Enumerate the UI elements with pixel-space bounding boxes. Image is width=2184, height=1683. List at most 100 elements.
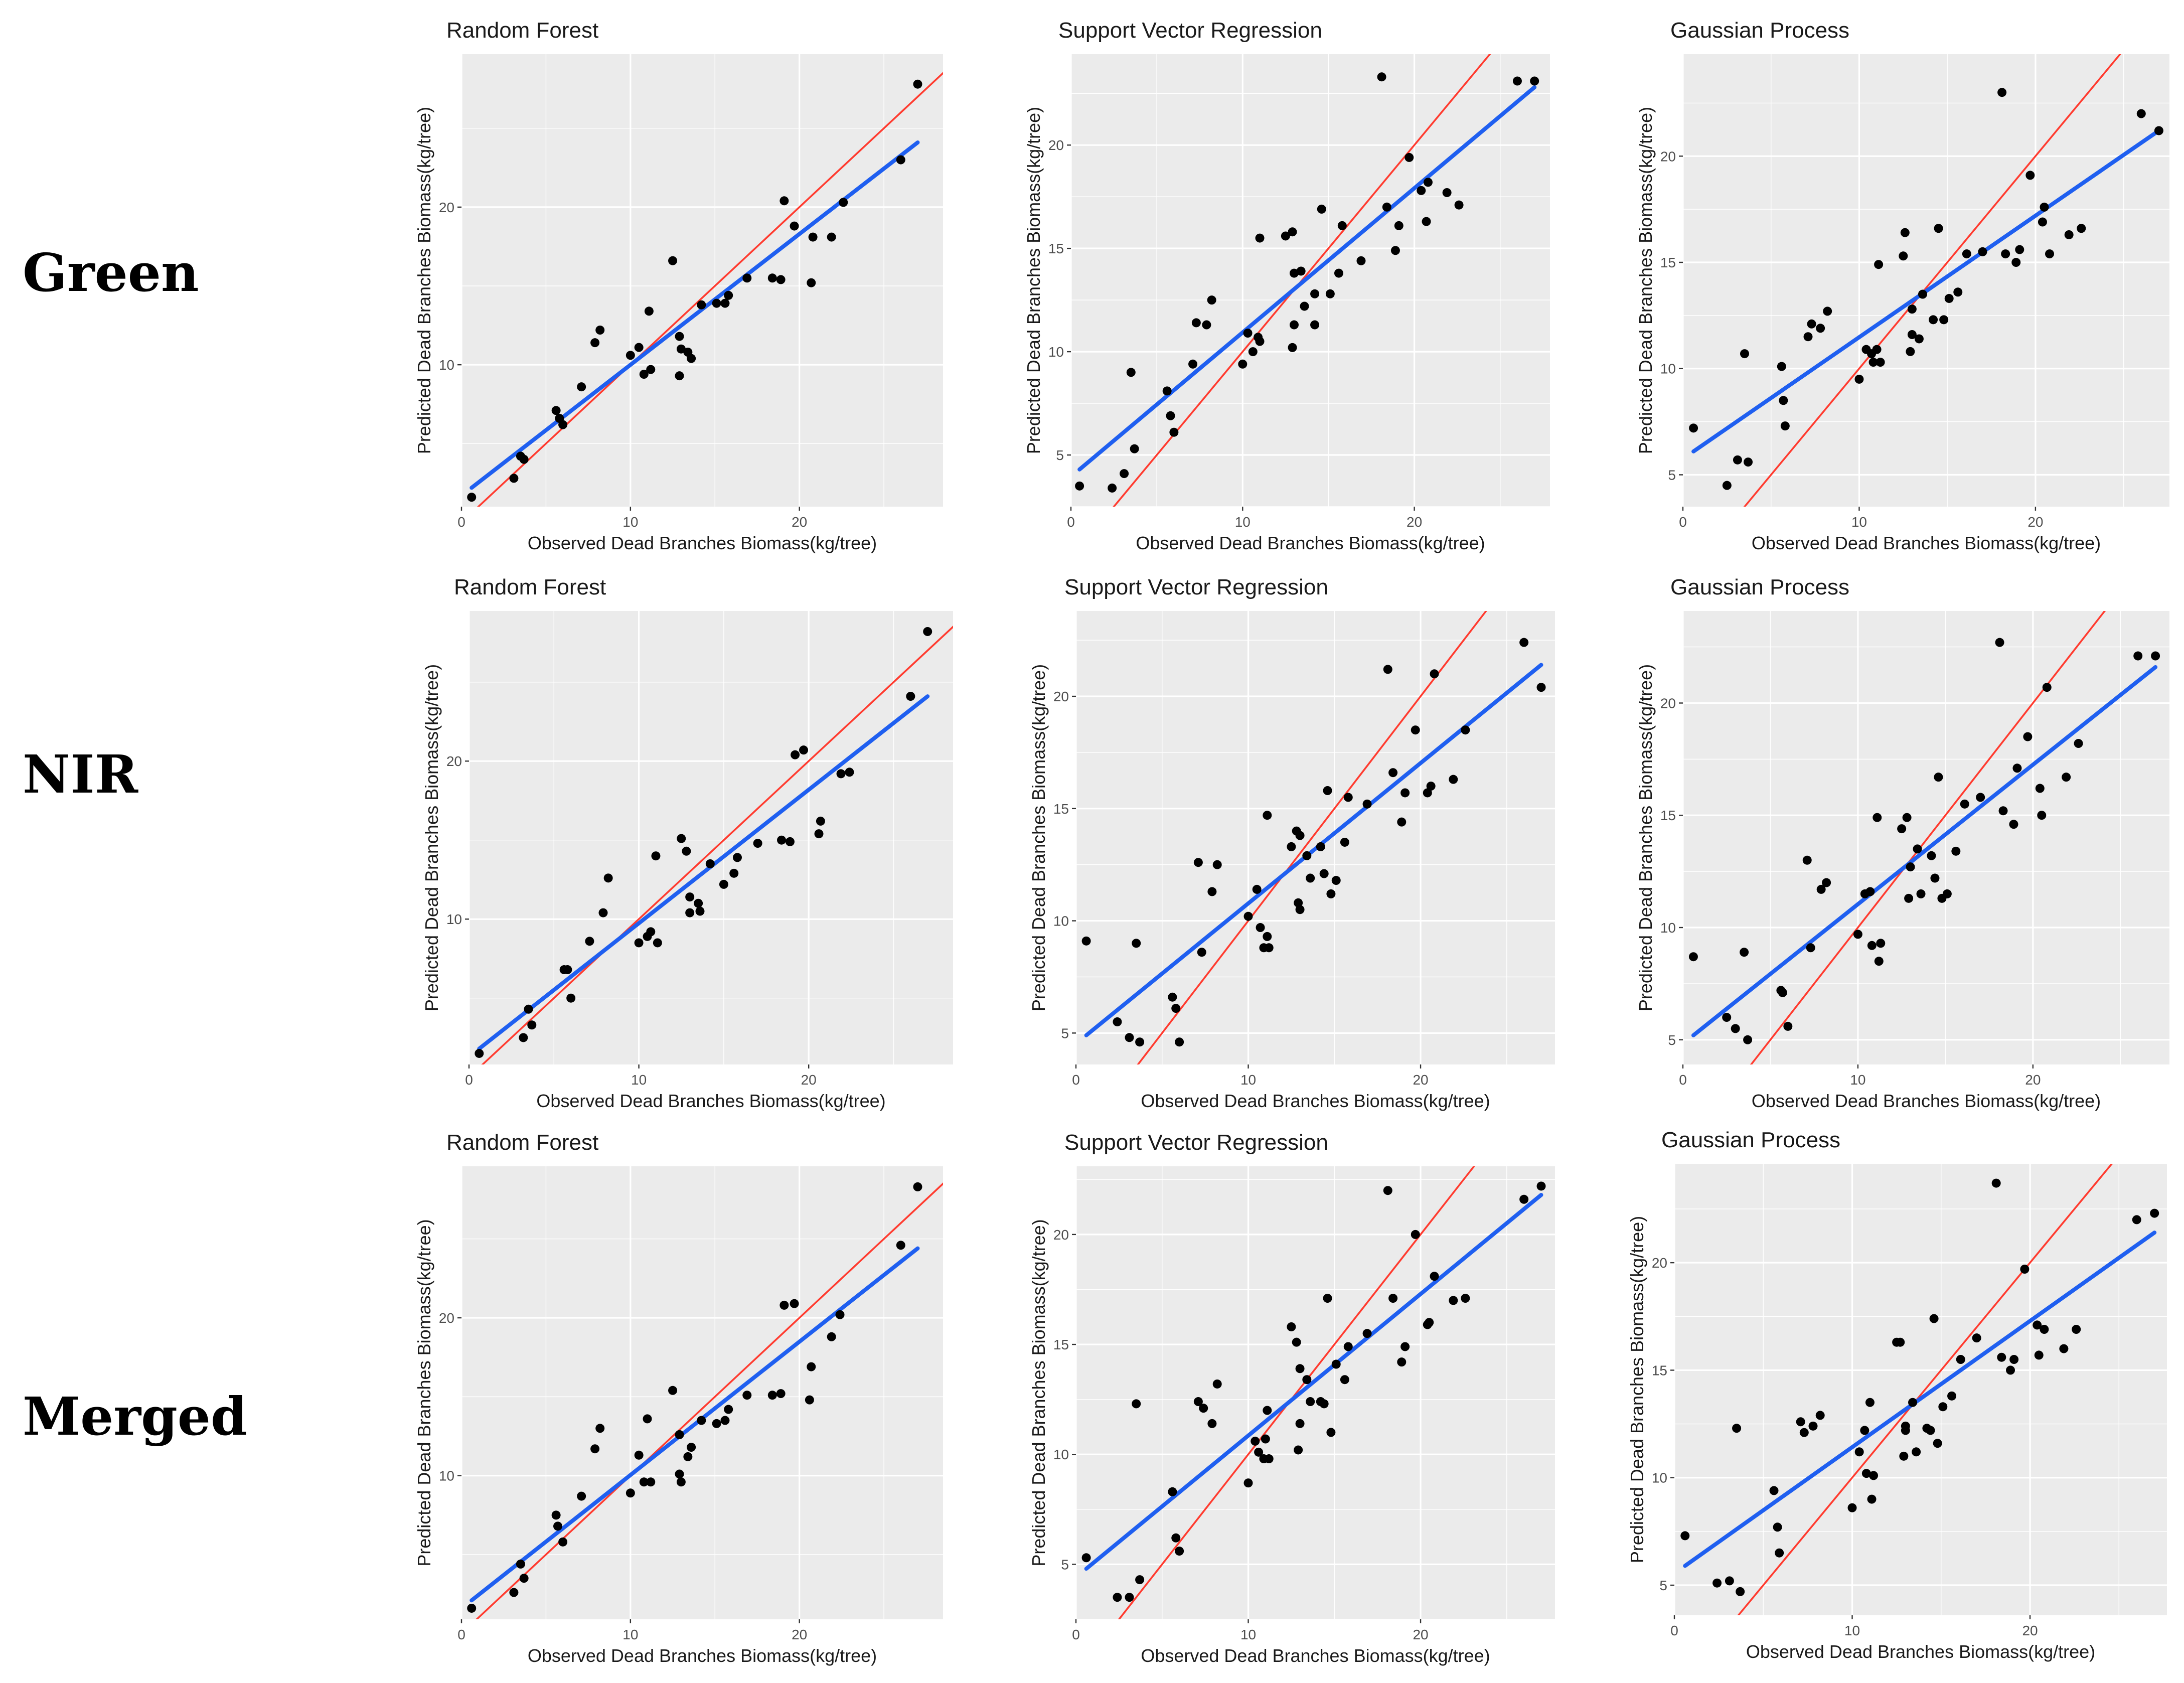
data-point <box>1319 869 1329 878</box>
identity-line <box>481 626 953 1064</box>
x-tick-label: 20 <box>2025 1072 2041 1088</box>
data-point <box>1944 293 1954 303</box>
data-point <box>1302 851 1312 860</box>
y-tick-label: 20 <box>1660 148 1676 164</box>
x-tick-label: 10 <box>1850 1072 1865 1088</box>
y-axis-label: Predicted Dead Branches Biomass(kg/tree) <box>414 107 434 454</box>
data-point <box>705 859 715 868</box>
data-point <box>1874 260 1884 269</box>
data-point <box>1197 948 1206 957</box>
x-tick-label: 0 <box>1072 1072 1080 1088</box>
data-point <box>1736 1587 1745 1596</box>
y-tick-label: 15 <box>1053 1337 1069 1352</box>
data-point <box>1243 911 1253 921</box>
data-point <box>2006 1365 2015 1375</box>
data-point <box>2038 217 2047 227</box>
y-tick-label: 20 <box>1053 689 1069 704</box>
data-point <box>676 1477 686 1487</box>
data-point <box>805 1395 814 1405</box>
data-point <box>467 1603 477 1613</box>
data-point <box>1997 88 2007 97</box>
panel-nir-gp: 0 10 20 5 10 15 20 Gaussian Process Observed Dea… <box>1635 575 2169 1111</box>
data-point <box>1302 1375 1312 1385</box>
plot-background <box>469 611 953 1064</box>
data-point <box>1417 186 1426 195</box>
data-point <box>1778 988 1787 997</box>
data-point <box>1423 788 1432 798</box>
y-tick-label: 20 <box>1048 137 1064 153</box>
data-point <box>1317 204 1326 214</box>
regression-line <box>1691 128 2161 453</box>
data-point <box>1991 1178 2001 1188</box>
data-point <box>1731 1024 1740 1033</box>
data-point <box>742 273 752 283</box>
data-point <box>1536 1181 1546 1191</box>
data-point <box>675 332 684 341</box>
data-point <box>675 1430 684 1439</box>
data-point <box>1193 858 1203 867</box>
data-point <box>1075 481 1084 491</box>
data-point <box>1803 332 1813 342</box>
data-point <box>1822 878 1831 887</box>
data-point <box>2072 1325 2081 1334</box>
x-tick-label: 0 <box>457 514 465 530</box>
data-point <box>1953 287 1963 297</box>
data-point <box>1847 1503 1857 1512</box>
data-point <box>2040 1325 2049 1334</box>
data-point <box>1873 813 1882 822</box>
x-tick-label: 20 <box>792 514 807 530</box>
data-point <box>777 835 787 845</box>
data-point <box>1362 799 1372 809</box>
data-point <box>1390 246 1400 255</box>
regression-line <box>1077 85 1537 472</box>
data-point <box>753 839 762 848</box>
data-point <box>1126 368 1136 377</box>
data-point <box>1775 1548 1784 1558</box>
data-point <box>1815 1411 1825 1420</box>
data-point <box>1125 1593 1134 1602</box>
data-point <box>1288 343 1297 352</box>
data-point <box>1997 1352 2006 1362</box>
data-point <box>896 1241 905 1250</box>
data-point <box>563 965 572 975</box>
data-point <box>687 1443 696 1452</box>
data-point <box>2009 1355 2019 1364</box>
data-point <box>1212 860 1222 869</box>
data-point <box>1377 72 1386 82</box>
data-point <box>1248 347 1258 357</box>
data-point <box>516 1559 525 1569</box>
data-point <box>1252 884 1262 894</box>
data-point <box>683 1452 693 1461</box>
y-tick-label: 20 <box>1053 1227 1069 1243</box>
data-point <box>566 993 576 1003</box>
data-point <box>1896 1337 1905 1347</box>
data-point <box>791 750 800 759</box>
panel-grid: 0 10 20 10 20 Random Forest Observed Dead Bran… <box>414 18 2169 1666</box>
data-point <box>1725 1576 1734 1586</box>
data-point <box>1175 1547 1184 1556</box>
data-point <box>643 1414 652 1424</box>
x-tick-label: 10 <box>1851 514 1867 530</box>
data-point <box>1120 469 1129 479</box>
x-axis-label: Observed Dead Branches Biomass(kg/tree) <box>1746 1641 2095 1662</box>
panel-green-svr: 0 10 20 5 10 15 20 Support Vector Regression Obs… <box>1023 18 1550 553</box>
data-point <box>551 406 561 415</box>
data-point <box>1243 1478 1253 1488</box>
data-point <box>646 365 656 374</box>
x-tick-label: 20 <box>792 1627 807 1642</box>
regression-line <box>477 694 930 1051</box>
data-point <box>1255 337 1265 346</box>
x-tick-label: 10 <box>631 1072 647 1088</box>
data-point <box>590 338 600 348</box>
x-tick-label: 0 <box>1670 1623 1678 1638</box>
y-tick-label: 20 <box>1652 1255 1667 1271</box>
data-point <box>1442 188 1452 197</box>
data-point <box>1867 941 1877 950</box>
data-point <box>651 851 661 861</box>
data-point <box>2074 739 2083 748</box>
data-point <box>1918 289 1927 299</box>
panel-title: Gaussian Process <box>1670 18 1849 43</box>
data-point <box>1743 1035 1753 1044</box>
data-point <box>779 1300 789 1310</box>
y-tick-label: 10 <box>439 1468 454 1484</box>
